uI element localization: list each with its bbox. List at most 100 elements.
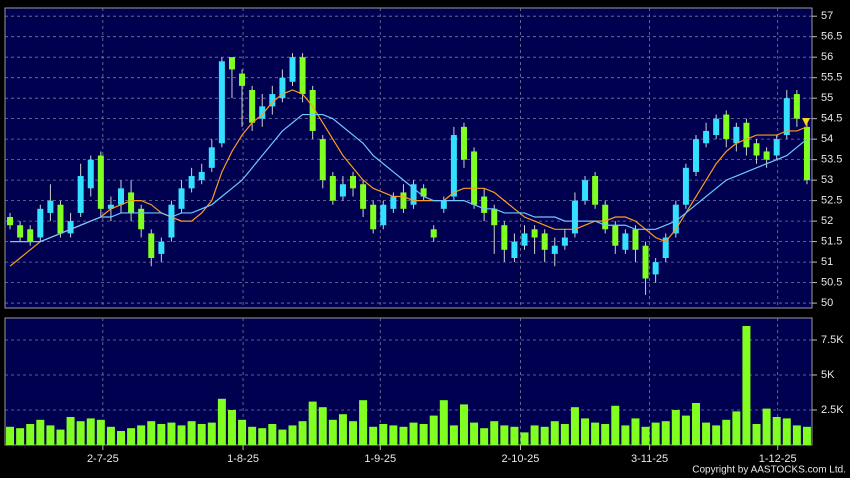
candle-body <box>138 208 145 230</box>
volume-bar <box>480 428 489 445</box>
volume-bar <box>782 418 791 445</box>
volume-bar <box>470 422 479 445</box>
candle-body <box>37 208 44 238</box>
volume-bar <box>318 407 327 445</box>
volume-bar <box>500 425 509 445</box>
candle-body <box>67 221 74 234</box>
volume-bar <box>117 430 126 445</box>
moving-average <box>10 113 808 243</box>
candle-body <box>97 155 104 209</box>
volume-bar <box>802 426 811 445</box>
volume-bar <box>419 423 428 445</box>
x-tick-label: 3-11-25 <box>631 453 668 465</box>
candle-body <box>27 229 34 242</box>
volume-bar <box>641 426 650 445</box>
volume-bar <box>26 423 35 445</box>
candle-body <box>198 171 205 181</box>
candle-body <box>370 204 377 230</box>
candle-body <box>743 122 750 148</box>
volume-bar <box>369 426 378 445</box>
candle-body <box>87 159 94 189</box>
candle-body <box>7 217 14 226</box>
y-tick-label: 52.5 <box>821 195 842 207</box>
volume-bar <box>560 423 569 445</box>
candle-body <box>662 237 669 258</box>
x-tick-label: 2-10-25 <box>502 453 540 465</box>
candle-body <box>319 139 326 181</box>
volume-bar <box>46 425 55 445</box>
y-tick-label: 2.5K <box>821 404 844 416</box>
volume-bar <box>621 425 630 445</box>
candle-body <box>672 204 679 234</box>
volume-bar <box>722 419 731 445</box>
candle-body <box>218 61 225 144</box>
candle-body <box>299 57 306 95</box>
candle-body <box>178 188 185 209</box>
candle-body <box>440 200 447 209</box>
candle-body <box>128 192 135 213</box>
candle-body <box>228 57 235 70</box>
candle-body <box>793 94 800 119</box>
candle-body <box>259 106 266 119</box>
volume-bar <box>157 423 166 445</box>
volume-bar <box>298 421 307 445</box>
volume-panel <box>4 317 813 446</box>
candle-body <box>682 167 689 205</box>
candle-body <box>450 135 457 197</box>
candle-body <box>420 188 427 197</box>
candle-body <box>289 57 296 82</box>
candle-body <box>118 188 125 205</box>
candle-body <box>511 241 518 258</box>
volume-bar <box>631 418 640 445</box>
y-tick-label: 54 <box>821 133 833 145</box>
candle-body <box>410 184 417 205</box>
candle-body <box>460 126 467 160</box>
volume-bar <box>661 421 670 445</box>
candle-body <box>491 208 498 226</box>
x-tick-label: 2-7-25 <box>87 453 119 465</box>
volume-bar <box>288 425 297 445</box>
volume-bar <box>459 404 468 445</box>
volume-bar <box>591 422 600 445</box>
volume-bar <box>550 421 559 445</box>
candle-body <box>652 262 659 275</box>
y-tick-label: 57 <box>821 10 833 22</box>
price-panel <box>4 7 813 309</box>
x-tick-label: 1-8-25 <box>227 453 259 465</box>
y-tick-label: 7.5K <box>821 334 844 346</box>
candle-body <box>692 139 699 172</box>
candle-body <box>753 143 760 156</box>
volume-bar <box>187 421 196 445</box>
volume-bar <box>96 419 105 445</box>
volume-bar <box>772 416 781 445</box>
volume-bar <box>742 325 751 445</box>
volume-bar <box>258 428 267 445</box>
copyright: Copyright by AASTOCKS.com Ltd. <box>692 465 846 476</box>
candle-body <box>622 233 629 250</box>
y-tick-label: 52 <box>821 215 833 227</box>
candle-body <box>249 89 256 123</box>
candle-body <box>561 237 568 246</box>
candle-body <box>239 73 246 86</box>
candle-body <box>481 196 488 213</box>
volume-bar <box>338 414 347 445</box>
volume-bar <box>66 416 75 445</box>
candle-body <box>350 176 357 189</box>
volume-bar <box>581 418 590 445</box>
volume-bar <box>681 415 690 445</box>
volume-bar <box>359 400 368 445</box>
volume-bar <box>732 411 741 445</box>
candle-body <box>571 200 578 234</box>
volume-bar <box>520 432 529 445</box>
candle-body <box>703 130 710 144</box>
volume-bar <box>409 422 418 445</box>
volume-bar <box>308 401 317 445</box>
candle-body <box>279 77 286 99</box>
volume-bar <box>86 418 95 445</box>
volume-bar <box>197 423 206 445</box>
candle-body <box>632 229 639 250</box>
volume-bar <box>177 425 186 445</box>
y-tick-label: 54.5 <box>821 113 842 125</box>
volume-bar <box>540 426 549 445</box>
